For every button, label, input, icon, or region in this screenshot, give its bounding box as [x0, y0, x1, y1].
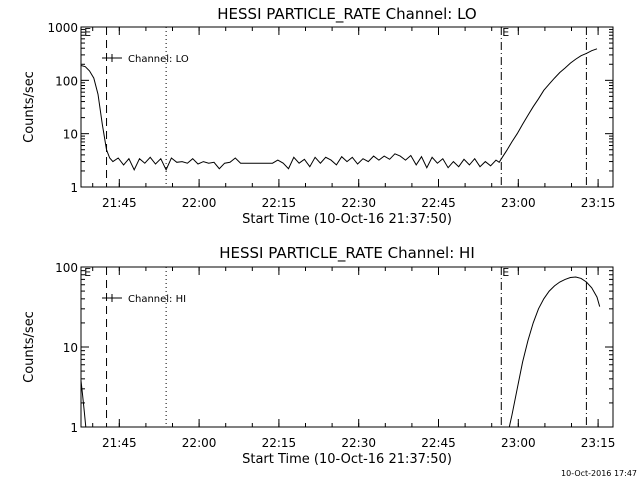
y-tick-label: 1000	[47, 21, 78, 35]
chart-title: HESSI PARTICLE_RATE Channel: HI	[219, 244, 475, 263]
footer-timestamp-text: 10-Oct-2016 17:47	[561, 469, 637, 478]
x-tick-label: 22:15	[262, 196, 297, 210]
y-tick-label: 100	[55, 74, 78, 88]
x-axis-label: Start Time (10-Oct-16 21:37:50)	[242, 452, 452, 467]
chart-title: HESSI PARTICLE_RATE Channel: LO	[217, 5, 476, 24]
event-marker-letter: E	[502, 26, 509, 39]
legend-label: Channel: LO	[128, 54, 189, 65]
x-tick-label: 23:15	[581, 436, 616, 450]
y-tick-label: 10	[63, 128, 78, 142]
y-tick-label: 100	[55, 261, 78, 275]
y-tick-label: 1	[70, 181, 78, 195]
x-tick-label: 23:00	[501, 196, 536, 210]
y-axis-label: Counts/sec	[22, 71, 37, 143]
x-tick-label: 22:00	[182, 196, 217, 210]
event-marker-letter: E	[84, 266, 91, 279]
x-tick-label: 21:45	[102, 196, 137, 210]
x-tick-label: 22:00	[182, 436, 217, 450]
x-axis-label: Start Time (10-Oct-16 21:37:50)	[242, 212, 452, 227]
x-tick-label: 22:45	[421, 436, 456, 450]
x-tick-label: 22:15	[262, 436, 297, 450]
plot-frame	[80, 266, 614, 428]
x-tick-label: 22:30	[341, 436, 376, 450]
y-axis-label: Counts/sec	[22, 311, 37, 383]
y-tick-label: 10	[63, 341, 78, 355]
chart-panel-2: HESSI PARTICLE_RATE Channel: HI Start Tim…	[22, 244, 615, 467]
series-line	[81, 380, 87, 427]
x-tick-label: 22:45	[421, 196, 456, 210]
series-line	[81, 48, 598, 171]
plot-frame	[80, 26, 614, 188]
chart-panel-1: HESSI PARTICLE_RATE Channel: LO Start Tim…	[22, 5, 615, 227]
event-marker-letter: E	[84, 26, 91, 39]
event-marker-letter: E	[502, 266, 509, 279]
y-tick-label: 1	[70, 421, 78, 435]
x-tick-label: 21:45	[102, 436, 137, 450]
legend-label: Channel: HI	[128, 294, 186, 305]
series-line	[508, 276, 601, 427]
x-tick-label: 22:30	[341, 196, 376, 210]
x-tick-label: 23:00	[501, 436, 536, 450]
x-tick-label: 23:15	[581, 196, 616, 210]
